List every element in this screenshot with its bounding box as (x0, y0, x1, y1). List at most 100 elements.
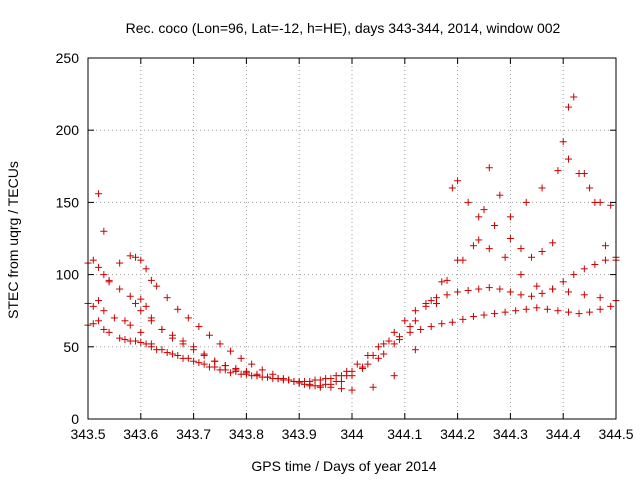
data-point (364, 360, 372, 368)
data-point (163, 294, 171, 302)
data-point (380, 350, 388, 358)
x-tick-label: 344.4 (546, 426, 581, 442)
y-tick-label: 150 (56, 194, 80, 210)
data-point (607, 302, 615, 310)
data-point (348, 367, 356, 375)
data-point (126, 321, 134, 329)
data-point (501, 308, 509, 316)
data-point (137, 328, 145, 336)
data-point (232, 367, 240, 375)
data-point (147, 276, 155, 284)
data-point (89, 320, 97, 328)
data-point (174, 305, 182, 313)
data-point (401, 317, 409, 325)
data-point (337, 385, 345, 393)
y-tick-label: 250 (56, 50, 80, 66)
data-point (549, 285, 557, 293)
data-point (274, 375, 282, 383)
data-point (517, 291, 525, 299)
data-point (591, 198, 599, 206)
x-tick-label: 344.2 (440, 426, 475, 442)
data-point (522, 198, 530, 206)
data-point (406, 323, 414, 331)
data-point (147, 340, 155, 348)
data-point (538, 289, 546, 297)
data-point (549, 239, 557, 247)
data-point (485, 284, 493, 292)
data-point (121, 336, 129, 344)
data-point (369, 351, 377, 359)
data-point (258, 366, 266, 374)
data-point (448, 318, 456, 326)
data-point (564, 308, 572, 316)
data-point (528, 253, 536, 261)
data-point (491, 310, 499, 318)
data-point (337, 372, 345, 380)
data-point (607, 201, 615, 209)
data-point (480, 206, 488, 214)
data-point (533, 304, 541, 312)
data-point (116, 285, 124, 293)
data-point (601, 242, 609, 250)
data-point (158, 325, 166, 333)
data-point (454, 288, 462, 296)
data-point (353, 360, 361, 368)
data-point (580, 265, 588, 273)
data-point (390, 372, 398, 380)
data-point (95, 263, 103, 271)
data-point (137, 307, 145, 315)
data-point (205, 331, 213, 339)
data-point (100, 325, 108, 333)
data-point (469, 242, 477, 250)
data-point (253, 372, 261, 380)
x-tick-label: 344 (340, 426, 364, 442)
data-point (459, 315, 467, 323)
data-point (564, 103, 572, 111)
data-point (216, 340, 224, 348)
data-point (586, 184, 594, 192)
data-point (142, 265, 150, 273)
data-point (200, 351, 208, 359)
data-point (538, 184, 546, 192)
data-point (564, 288, 572, 296)
data-point (264, 373, 272, 381)
data-point (554, 167, 562, 175)
data-point (485, 164, 493, 172)
data-point (485, 245, 493, 253)
data-point (137, 338, 145, 346)
data-point (190, 346, 198, 354)
data-point (100, 227, 108, 235)
data-point (269, 370, 277, 378)
data-point (432, 299, 440, 307)
grid-lines (88, 58, 616, 419)
y-axis-label: STEC from uqrg / TECUs (5, 161, 21, 319)
data-point (369, 383, 377, 391)
data-point (438, 278, 446, 286)
data-point (390, 340, 398, 348)
data-point (475, 213, 483, 221)
data-point (322, 380, 330, 388)
data-point (100, 307, 108, 315)
x-tick-label: 343.9 (282, 426, 317, 442)
data-point (506, 235, 514, 242)
data-point (496, 285, 504, 293)
y-axis-ticks: 0 50 100 150 200 250 (56, 50, 616, 427)
data-point (110, 314, 118, 322)
data-point (211, 363, 219, 371)
data-point (121, 317, 129, 325)
data-point (533, 282, 541, 290)
data-point (543, 305, 551, 313)
data-point (100, 271, 108, 279)
data-point (95, 190, 103, 198)
data-point (327, 375, 335, 383)
data-point (374, 354, 382, 362)
data-point (469, 312, 477, 320)
data-point (168, 350, 176, 358)
data-point (195, 359, 203, 367)
data-point (396, 336, 404, 344)
data-point (227, 347, 235, 355)
y-tick-label: 0 (71, 411, 79, 427)
data-point (95, 317, 103, 325)
data-point (454, 177, 462, 185)
